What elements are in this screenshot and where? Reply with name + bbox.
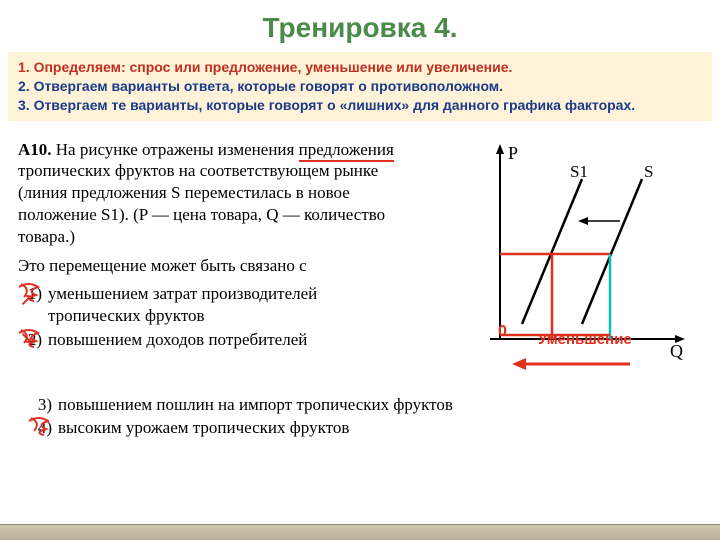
question-label: А10. bbox=[18, 140, 52, 159]
option-row: ↗ 1) уменьшением затрат производителей т… bbox=[18, 283, 410, 327]
option-row: ↘ 2) повышением доходов потребителей bbox=[18, 329, 410, 351]
option-num: 3) bbox=[28, 394, 52, 416]
subtext: Это перемещение может быть связано с bbox=[18, 255, 410, 277]
zero-label: 0 bbox=[498, 323, 507, 341]
question-before: На рисунке отражены изменения bbox=[52, 140, 299, 159]
instruction-line-3: 3. Отвергаем те варианты, которые говоря… bbox=[18, 96, 702, 115]
option-text: высоким урожаем тропических фруктов bbox=[58, 417, 720, 439]
option-num: 2) bbox=[18, 329, 42, 351]
question-text: А10. На рисунке отражены изменения предл… bbox=[18, 139, 410, 248]
s1-label: S1 bbox=[570, 162, 588, 181]
p-axis-label: P bbox=[508, 143, 518, 163]
option-text: повышением пошлин на импорт тропических … bbox=[58, 394, 720, 416]
supply-chart: P Q S1 S bbox=[420, 139, 700, 389]
option-text: повышением доходов потребителей bbox=[48, 329, 410, 351]
option-num: 1) bbox=[18, 283, 42, 305]
text-column: А10. На рисунке отражены изменения предл… bbox=[0, 129, 420, 394]
option-num-text: 2) bbox=[28, 330, 42, 349]
option-text: уменьшением затрат производителей тропич… bbox=[48, 283, 410, 327]
option-row: 3) повышением пошлин на импорт тропическ… bbox=[18, 394, 720, 416]
option-num: 4) bbox=[28, 417, 52, 439]
option-num-text: 3) bbox=[38, 395, 52, 414]
wide-options: 3) повышением пошлин на импорт тропическ… bbox=[0, 394, 720, 440]
option-num-text: 1) bbox=[28, 284, 42, 303]
main-title: Тренировка 4. bbox=[0, 0, 720, 52]
option-row: 4) высоким урожаем тропических фруктов bbox=[18, 417, 720, 439]
q-axis-label: Q bbox=[670, 341, 683, 361]
s-label: S bbox=[644, 162, 653, 181]
instruction-line-2: 2. Отвергаем варианты ответа, которые го… bbox=[18, 77, 702, 96]
content-area: А10. На рисунке отражены изменения предл… bbox=[0, 129, 720, 394]
decrease-label: Уменьшение bbox=[538, 331, 632, 348]
instruction-line-1: 1. Определяем: спрос или предложение, ум… bbox=[18, 58, 702, 77]
bottom-bar bbox=[0, 524, 720, 540]
underlined-word: предложения bbox=[299, 140, 394, 162]
chart-column: P Q S1 S 0 Уменьшение bbox=[420, 129, 720, 394]
instructions-box: 1. Определяем: спрос или предложение, ум… bbox=[8, 52, 712, 121]
option-num-text: 4) bbox=[38, 418, 52, 437]
question-after: тропических фруктов на соответствующем р… bbox=[18, 161, 385, 245]
